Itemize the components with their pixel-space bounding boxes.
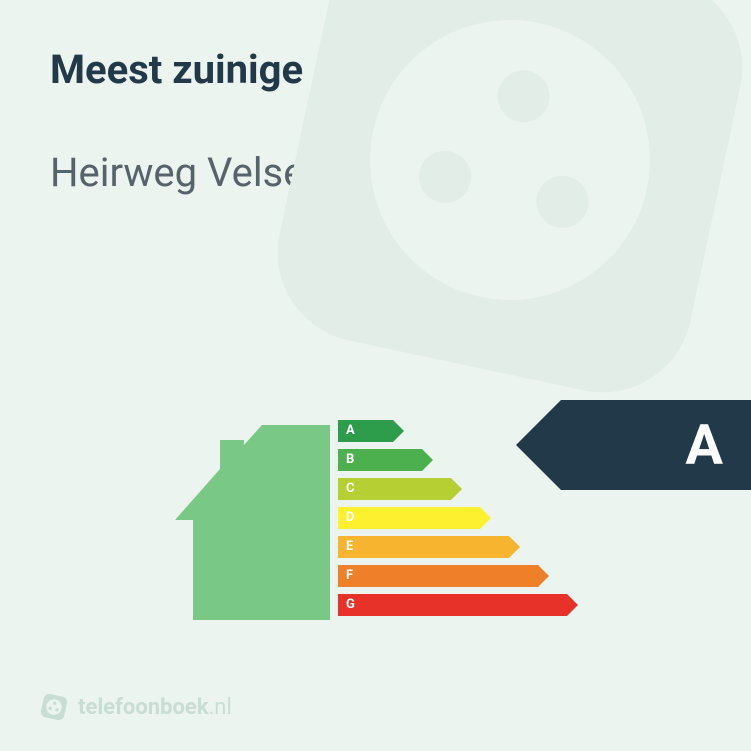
rating-marker: A: [516, 400, 751, 490]
footer-brand: telefoonboek.nl: [78, 695, 232, 720]
rating-marker-label: A: [685, 417, 723, 473]
card-subtitle: Heirweg Velsen-noord: [50, 149, 701, 196]
energy-card: Meest zuinige energielabel: Heirweg Vels…: [0, 0, 751, 751]
energy-bar-label: G: [346, 594, 355, 616]
energy-label-chart: ABCDEFG A: [175, 385, 751, 635]
card-title: Meest zuinige energielabel:: [50, 46, 701, 93]
energy-bar-label: F: [346, 565, 353, 587]
footer: telefoonboek.nl: [40, 693, 232, 721]
energy-bar-label: D: [346, 507, 354, 529]
energy-bar-label: C: [346, 478, 355, 500]
energy-bar-label: B: [346, 449, 354, 471]
house-icon: [175, 425, 330, 620]
energy-bar-label: A: [346, 420, 355, 442]
energy-bar-label: E: [346, 536, 353, 558]
watermark-icon: [0, 0, 751, 751]
footer-brand-name: telefoonboek: [78, 695, 209, 720]
footer-logo-icon: [40, 693, 68, 721]
footer-brand-tld: .nl: [209, 695, 232, 720]
